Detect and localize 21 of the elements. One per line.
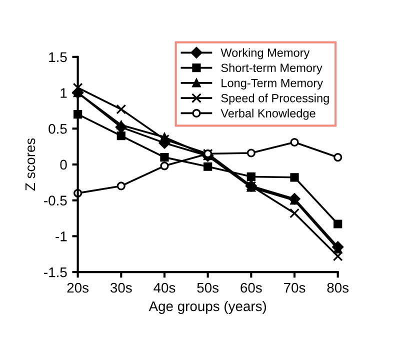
legend-label: Short-term Memory xyxy=(221,63,322,74)
x-tick-label: 20s xyxy=(67,282,89,293)
legend-label: Speed of Processing xyxy=(221,94,329,105)
y-tick-label: 1 xyxy=(60,88,67,98)
legend-label: Long-Term Memory xyxy=(222,78,323,90)
x-tick-label: 80s xyxy=(327,282,349,293)
y-tick-label: -1 xyxy=(56,232,67,242)
x-tick-label: 70s xyxy=(284,282,306,293)
x-tick-label: 30s xyxy=(110,282,132,293)
x-tick-label: 50s xyxy=(197,282,219,293)
x-tick-label: 60s xyxy=(240,282,262,293)
y-tick-label: 0 xyxy=(60,160,67,170)
y-tick-label: 0.5 xyxy=(48,124,67,134)
legend-label: Working Memory xyxy=(220,48,310,60)
x-axis-title: Age groups (years) xyxy=(148,300,266,314)
legend-label: Verbal Knowledge xyxy=(220,108,316,120)
y-tick-label: 1.5 xyxy=(49,52,67,62)
x-tick-label: 40s xyxy=(154,282,176,293)
y-axis-title: Z scores xyxy=(25,138,36,191)
y-tick-label: -1.5 xyxy=(44,268,67,278)
y-tick-label: -0.5 xyxy=(44,196,67,206)
